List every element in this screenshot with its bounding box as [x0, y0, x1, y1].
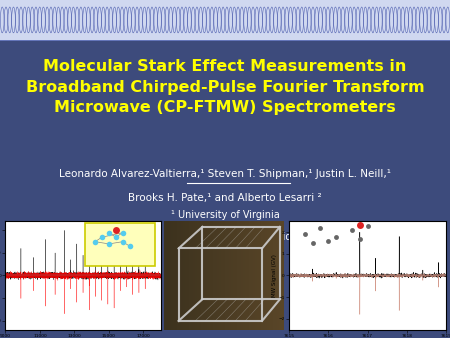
Text: ² Universidad  de Valladolid: ² Universidad de Valladolid	[158, 232, 292, 242]
Bar	[0, 0, 450, 40]
Y-axis label: MW Signal (GV): MW Signal (GV)	[272, 254, 277, 297]
Text: Molecular Stark Effect Measurements in
Broadband Chirped-Pulse Fourier Transform: Molecular Stark Effect Measurements in B…	[26, 59, 424, 115]
Text: Brooks H. Pate,¹ and Alberto Lesarri ²: Brooks H. Pate,¹ and Alberto Lesarri ²	[128, 193, 322, 203]
Bar	[85, 223, 156, 266]
Text: Leonardo Alvarez-Valtierra,¹ Steven T. Shipman,¹ Justin L. Neill,¹: Leonardo Alvarez-Valtierra,¹ Steven T. S…	[59, 169, 391, 179]
Text: ¹ University of Virginia: ¹ University of Virginia	[171, 210, 279, 220]
